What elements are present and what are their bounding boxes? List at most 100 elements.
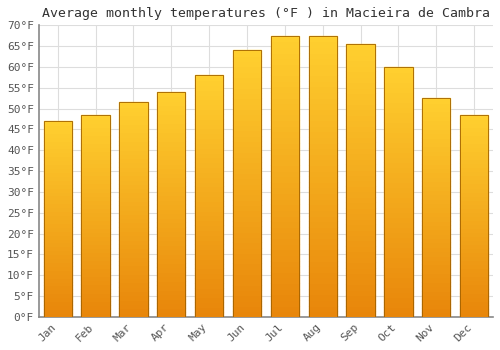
Bar [460,256,488,260]
Bar [44,195,72,199]
Bar [308,109,337,114]
Bar [270,272,299,278]
Bar [460,167,488,172]
Bar [346,142,375,148]
Bar [44,125,72,129]
Bar [460,183,488,188]
Bar [270,278,299,283]
Bar [233,280,261,285]
Bar [308,244,337,249]
Bar [233,290,261,295]
Bar [233,226,261,231]
Bar [384,167,412,172]
Bar [422,190,450,194]
Bar [82,293,110,296]
Bar [233,130,261,135]
Bar [346,153,375,159]
Bar [384,67,412,317]
Bar [157,114,186,119]
Bar [346,169,375,175]
Bar [422,129,450,133]
Bar [44,231,72,234]
Bar [422,229,450,234]
Bar [157,146,186,150]
Bar [82,139,110,143]
Bar [384,152,412,157]
Bar [460,139,488,143]
Bar [384,252,412,257]
Bar [422,142,450,146]
Bar [233,247,261,253]
Bar [82,159,110,163]
Bar [422,150,450,155]
Bar [233,178,261,183]
Bar [308,137,337,142]
Bar [119,265,148,270]
Bar [82,199,110,204]
Bar [82,115,110,317]
Bar [346,289,375,295]
Bar [422,238,450,243]
Bar [422,155,450,159]
Bar [233,312,261,317]
Bar [384,222,412,227]
Bar [119,248,148,252]
Bar [384,72,412,77]
Title: Average monthly temperatures (°F ) in Macieira de Cambra: Average monthly temperatures (°F ) in Ma… [42,7,490,20]
Bar [460,280,488,285]
Bar [270,188,299,193]
Bar [422,194,450,199]
Bar [195,158,224,162]
Bar [44,141,72,145]
Bar [233,183,261,189]
Bar [195,124,224,128]
Bar [119,102,148,107]
Bar [384,97,412,102]
Bar [157,177,186,182]
Bar [44,129,72,133]
Bar [460,135,488,139]
Bar [422,243,450,247]
Bar [308,114,337,120]
Bar [82,260,110,264]
Bar [308,199,337,204]
Bar [233,56,261,61]
Bar [422,290,450,295]
Bar [157,276,186,281]
Bar [422,199,450,203]
Bar [157,191,186,195]
Bar [233,237,261,242]
Bar [384,87,412,92]
Bar [308,154,337,159]
Bar [270,294,299,300]
Bar [119,313,148,317]
Bar [119,214,148,218]
Bar [384,302,412,307]
Bar [422,124,450,129]
Bar [119,102,148,317]
Bar [82,175,110,180]
Bar [233,162,261,168]
Bar [346,202,375,208]
Bar [233,141,261,146]
Bar [157,92,186,317]
Bar [270,238,299,244]
Bar [384,122,412,127]
Bar [44,148,72,152]
Bar [346,300,375,306]
Bar [195,210,224,215]
Bar [308,86,337,92]
Bar [119,154,148,158]
Bar [308,120,337,126]
Bar [233,242,261,247]
Bar [346,88,375,93]
Bar [384,162,412,167]
Bar [195,172,224,177]
Bar [195,312,224,317]
Bar [119,141,148,145]
Bar [195,259,224,264]
Bar [233,77,261,82]
Bar [308,216,337,221]
Bar [195,254,224,259]
Bar [460,264,488,268]
